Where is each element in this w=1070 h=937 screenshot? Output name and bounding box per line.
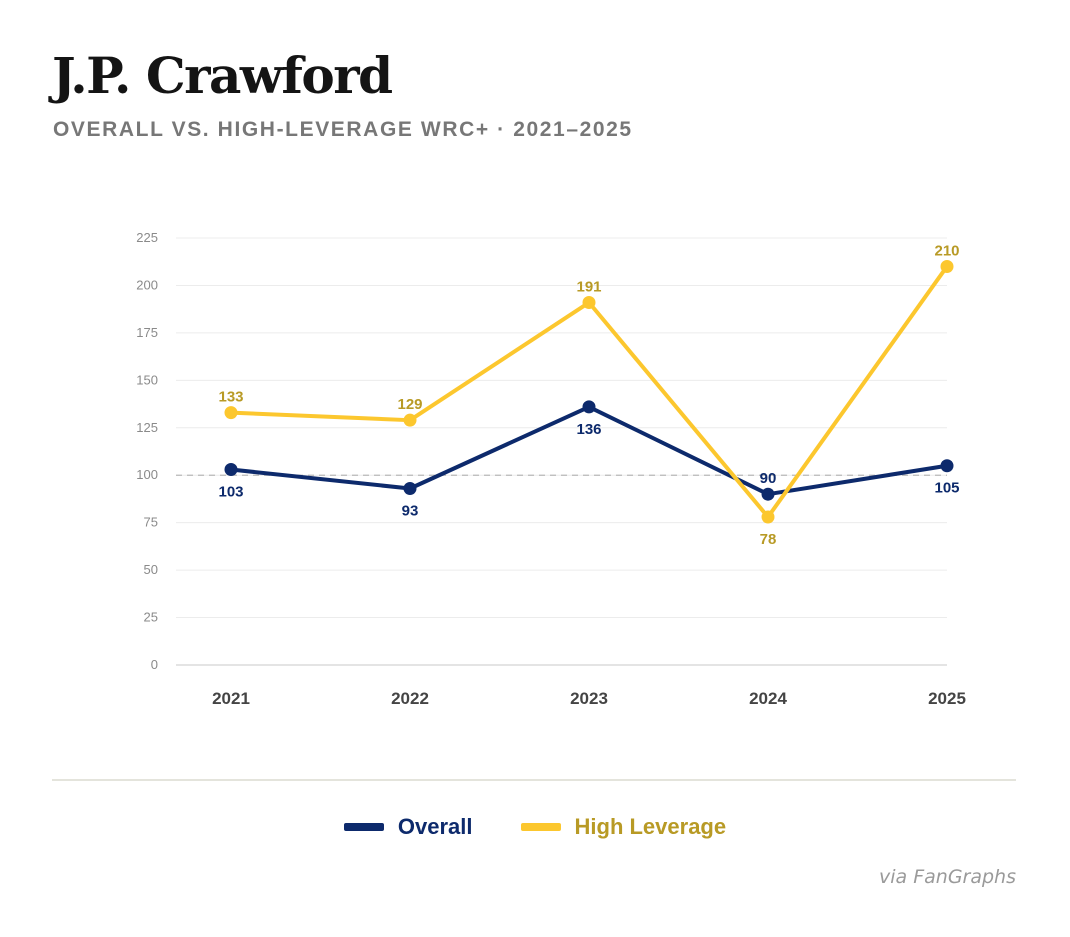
data-label-overall-2022: 93 (402, 503, 419, 520)
data-label-overall-2021: 103 (218, 484, 243, 501)
data-label-high_leverage-2023: 191 (576, 279, 601, 296)
point-high_leverage-2024 (761, 510, 775, 524)
legend-swatch-overall (343, 823, 384, 831)
y-tick-label-25: 25 (144, 610, 158, 625)
legend-label-overall: Overall (397, 814, 473, 839)
point-high_leverage-2021 (224, 406, 238, 420)
y-tick-label-125: 125 (136, 420, 158, 435)
legend-divider (52, 779, 1016, 781)
legend-label-high-leverage: High Leverage (574, 814, 727, 839)
point-high_leverage-2022 (403, 413, 417, 427)
y-tick-label-175: 175 (136, 325, 158, 340)
legend: Overall High Leverage (0, 814, 1070, 840)
data-label-high_leverage-2021: 133 (218, 389, 243, 406)
point-overall-2025 (940, 459, 954, 473)
point-overall-2021 (224, 463, 238, 477)
point-overall-2022 (403, 482, 417, 496)
line-chart: 0 25 50 75 100 125 150 175 200 225 2021 2022 2023 202… (136, 230, 966, 708)
data-label-overall-2024: 90 (760, 470, 777, 487)
x-tick-label-2025: 2025 (928, 689, 966, 708)
y-tick-label-225: 225 (136, 230, 158, 245)
y-tick-label-100: 100 (136, 467, 158, 482)
x-tick-label-2021: 2021 (212, 689, 250, 708)
y-tick-label-0: 0 (151, 657, 158, 672)
x-tick-label-2024: 2024 (749, 689, 787, 708)
x-tick-label-2022: 2022 (391, 689, 429, 708)
data-label-high_leverage-2024: 78 (760, 531, 777, 548)
y-tick-label-75: 75 (144, 515, 158, 530)
data-label-high_leverage-2025: 210 (934, 242, 959, 259)
chart-subtitle: OVERALL VS. HIGH-LEVERAGE WRC+ · 2021–20… (53, 118, 633, 141)
chart-title: J.P. Crawford (52, 46, 393, 105)
y-tick-label-50: 50 (144, 562, 158, 577)
source-credit: via FanGraphs (879, 866, 1016, 888)
point-overall-2024 (761, 487, 775, 501)
point-high_leverage-2023 (582, 296, 596, 310)
data-label-high_leverage-2022: 129 (397, 396, 422, 413)
legend-swatch-high-leverage (520, 823, 561, 831)
point-overall-2023 (582, 400, 596, 414)
legend-item-high-leverage: High Leverage (520, 814, 727, 840)
data-label-overall-2023: 136 (576, 421, 601, 438)
data-label-overall-2025: 105 (934, 480, 959, 497)
y-tick-label-200: 200 (136, 277, 158, 292)
y-tick-label-150: 150 (136, 372, 158, 387)
legend-item-overall: Overall (343, 814, 473, 840)
x-tick-label-2023: 2023 (570, 689, 608, 708)
point-high_leverage-2025 (940, 259, 954, 273)
